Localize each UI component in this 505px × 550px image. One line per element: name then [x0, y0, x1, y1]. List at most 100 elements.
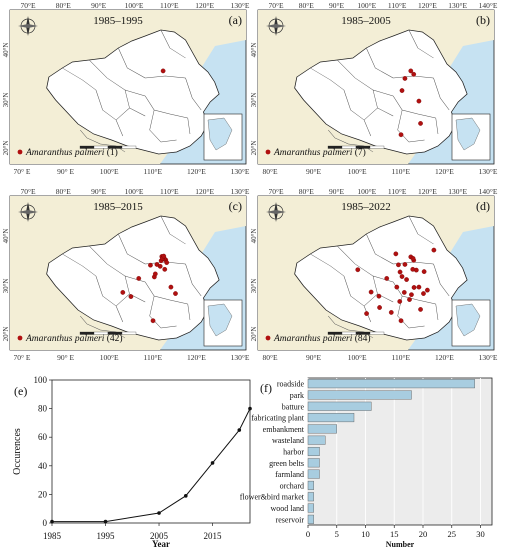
map-panel-d: 1985–2022 (d) 40°N 30°N 20°N 70°E 80°E 90°E 100°… — [250, 187, 498, 362]
habitat-bar-chart: (f) 0 5 10 15 20 25 30 roadside park batture fabric… — [240, 377, 493, 549]
lon-tick-top: 100°E — [357, 1, 376, 10]
occurrence-point — [150, 318, 156, 324]
bar-park — [307, 390, 412, 400]
bar-reservoir — [307, 514, 314, 524]
lat-tick-label: 40°N — [2, 43, 10, 58]
lon-tick-bottom: 110°E — [144, 353, 163, 362]
map-panel-c: 1985–2015 (c) 40°N 30°N 20°N 70°E 80°E 90°E 100°… — [2, 187, 250, 362]
occurrence-point — [183, 494, 188, 498]
lon-tick-top: 70°E — [20, 187, 35, 196]
scale-bar — [327, 145, 385, 149]
occurrence-point — [408, 68, 414, 74]
occurrence-point — [50, 519, 54, 524]
y-tick-label: 0 — [43, 518, 48, 528]
lat-tick-label: 40°N — [2, 229, 10, 244]
inset-sea — [455, 303, 481, 337]
occurrence-point — [409, 292, 414, 298]
occurrence-point — [376, 293, 382, 299]
lon-tick-top: 90°E — [91, 1, 106, 10]
lon-tick-top: 100°E — [357, 187, 376, 196]
category-label: embankment — [263, 425, 305, 434]
lon-tick-top: 130°E — [231, 1, 250, 10]
category-label: flower&bird market — [240, 493, 305, 502]
y-tick-label: 100 — [34, 375, 48, 385]
legend-label: Amaranthus palmeri (7) — [273, 147, 366, 158]
lon-tick-bottom: 120°E — [187, 353, 206, 362]
occurrence-point — [364, 311, 369, 316]
lon-tick-bottom: 100°E — [348, 167, 367, 176]
x-axis-label: Year — [152, 539, 170, 549]
occurrence-point — [368, 289, 374, 295]
lon-tick-top: 70°E — [268, 187, 283, 196]
occurrence-point — [411, 285, 417, 290]
category-label: roadside — [277, 380, 305, 389]
lon-tick-bottom: 130°E — [479, 353, 498, 362]
line-plot-area — [51, 379, 251, 524]
legend-marker — [17, 335, 23, 341]
occurrence-point — [393, 251, 399, 257]
occurrence-point — [210, 461, 215, 465]
x-tick-label: 10 — [361, 529, 370, 539]
lon-tick-bottom: 100°E — [348, 353, 367, 362]
occurrence-point — [411, 71, 417, 77]
x-tick-label: 5 — [335, 529, 339, 539]
lon-tick-bottom: 130°E — [231, 353, 250, 362]
compass-icon — [266, 16, 286, 36]
scale-bar — [79, 331, 137, 335]
occurrence-point — [384, 276, 390, 281]
category-label: reservoir — [276, 515, 305, 524]
occurrence-point — [399, 88, 405, 93]
occurrence-point — [416, 98, 422, 104]
lat-tick-label: 20°N — [2, 141, 10, 156]
occurrence-point — [425, 287, 430, 293]
bar-wasteland — [307, 435, 326, 445]
lon-tick-top: 140°E — [479, 187, 498, 196]
occurrence-point — [173, 291, 178, 296]
occurrence-point — [237, 428, 242, 432]
bar-farmland — [307, 469, 320, 479]
lon-tick-bottom: 90° E — [57, 167, 74, 176]
map-panels: 1985–1995 (a) 40°N 30°N 20°N 70°E 80°E 90°E 100°… — [2, 1, 498, 362]
lon-tick-top: 70°E — [268, 1, 283, 10]
lon-tick-top: 100°E — [125, 187, 144, 196]
lon-tick-bottom: 120°E — [187, 167, 206, 176]
bar-roadside — [307, 379, 475, 389]
bar-plot-area — [307, 377, 493, 526]
bar-orchard — [307, 480, 314, 490]
lon-tick-bottom: 110°E — [144, 167, 163, 176]
occurrence-point — [397, 299, 403, 304]
line-panel-letter: (e) — [14, 384, 27, 398]
lon-tick-top: 80°E — [299, 1, 314, 10]
legend-label: Amaranthus palmeri (1) — [25, 147, 118, 158]
lat-tick-label: 30°N — [250, 279, 258, 294]
lon-tick-top: 100°E — [125, 1, 144, 10]
lon-tick-top: 120°E — [418, 1, 437, 10]
lon-tick-top: 110°E — [160, 187, 179, 196]
occurrence-point — [401, 290, 407, 295]
occurrence-point — [157, 511, 161, 515]
lon-tick-top: 120°E — [418, 187, 437, 196]
category-label: batture — [282, 402, 305, 411]
occurrence-point — [416, 284, 422, 290]
x-tick-label: 30 — [476, 529, 485, 539]
occurrence-point — [431, 247, 437, 253]
lon-tick-top: 130°E — [448, 187, 467, 196]
occurrence-point — [103, 519, 108, 524]
lon-tick-top: 80°E — [56, 187, 71, 196]
category-label: park — [290, 391, 304, 400]
lon-tick-bottom: 90°E — [306, 167, 321, 176]
lat-tick-label: 20°N — [2, 327, 10, 342]
lon-tick-top: 120°E — [195, 1, 214, 10]
lon-tick-bottom: 130°E — [479, 167, 498, 176]
lat-tick-label: 40°N — [250, 43, 258, 58]
y-tick-label: 20 — [38, 489, 48, 499]
map-panel-letter: (d) — [476, 199, 490, 213]
x-tick-label: 25 — [448, 529, 457, 539]
occurrence-point — [418, 307, 423, 312]
map-period-title: 1985–2005 — [341, 15, 391, 27]
map-period-title: 1985–2022 — [341, 201, 391, 213]
occurrence-point — [398, 132, 404, 138]
lon-tick-top: 120°E — [195, 187, 214, 196]
lon-tick-top: 90°E — [329, 187, 344, 196]
category-label: green belts — [269, 459, 304, 468]
